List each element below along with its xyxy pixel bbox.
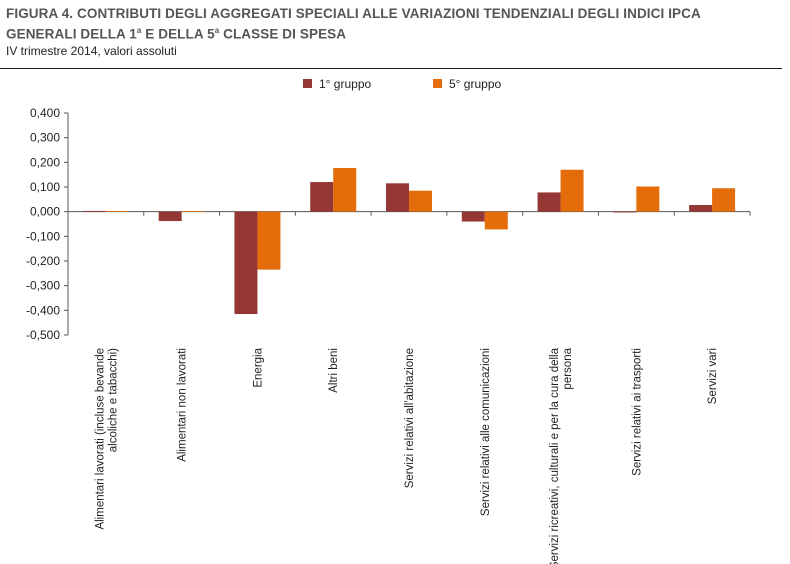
bar xyxy=(712,188,736,212)
chart-title: FIGURA 4. CONTRIBUTI DEGLI AGGREGATI SPE… xyxy=(6,5,786,43)
legend-label: 5° gruppo xyxy=(449,77,501,91)
bar xyxy=(484,211,508,230)
title-line-1: FIGURA 4. CONTRIBUTI DEGLI AGGREGATI SPE… xyxy=(6,6,701,21)
y-tick-label: 0,400 xyxy=(30,106,60,120)
bar xyxy=(409,190,432,212)
y-tick-label: 0,000 xyxy=(30,205,60,219)
title-line-2-part-a: GENERALI DELLA 1 xyxy=(6,26,137,42)
bar xyxy=(234,211,258,315)
bar xyxy=(333,168,357,212)
bar xyxy=(105,211,129,212)
x-category-label: Altri beni xyxy=(328,348,340,393)
y-tick-label: -0,500 xyxy=(26,328,60,342)
bar-chart: 1° gruppo 5° gruppo 0,400 0,300 0,200 0,100 0,… xyxy=(26,77,751,564)
bar xyxy=(82,210,106,212)
y-tick-label: -0,300 xyxy=(26,279,60,293)
title-divider xyxy=(0,68,782,69)
legend-label: 1° gruppo xyxy=(319,77,371,91)
chart-subtitle: IV trimestre 2014, valori assoluti xyxy=(6,44,177,58)
legend-swatch xyxy=(433,79,442,88)
y-tick-label: -0,200 xyxy=(26,254,60,268)
x-category-label: Servizi ricreativi, culturali e per la c… xyxy=(549,347,561,564)
x-category-label: Energia xyxy=(252,347,264,387)
bar xyxy=(689,205,713,212)
x-category-label: Servizi relativi all'abitazione xyxy=(404,348,416,488)
y-tick-label: 0,300 xyxy=(30,131,60,145)
bar xyxy=(257,211,281,270)
bar xyxy=(181,211,205,212)
x-category-label: Servizi relativi alle comunicazioni xyxy=(480,348,492,516)
x-category-label: Servizi relativi ai trasporti xyxy=(631,348,643,476)
y-tick-label: -0,400 xyxy=(26,303,60,317)
y-tick-label: 0,100 xyxy=(30,180,60,194)
x-category-label: Alimentari lavorati (incluse bevande xyxy=(94,348,106,530)
title-superscript-1: a xyxy=(136,26,142,35)
y-tick-label: -0,100 xyxy=(26,229,60,243)
bar xyxy=(560,169,584,212)
bar xyxy=(461,211,485,222)
x-category-label: alcoliche e tabacchi) xyxy=(107,348,119,452)
bar xyxy=(613,211,637,213)
bar xyxy=(386,183,409,212)
x-category-label: Alimentari non lavorati xyxy=(177,348,189,462)
title-line-2-part-c: CLASSE DI SPESA xyxy=(219,26,347,42)
bar xyxy=(310,182,334,212)
bar xyxy=(636,186,660,212)
title-line-2-part-b: E DELLA 5 xyxy=(141,26,215,42)
title-superscript-2: a xyxy=(214,26,220,35)
bar xyxy=(537,192,561,212)
legend-swatch xyxy=(303,79,312,88)
x-category-label: Servizi vari xyxy=(707,348,719,404)
title-line-2: GENERALI DELLA 1a E DELLA 5a CLASSE DI S… xyxy=(6,22,786,43)
y-tick-label: 0,200 xyxy=(30,155,60,169)
x-category-label: persona xyxy=(562,347,574,389)
bar xyxy=(158,211,182,222)
